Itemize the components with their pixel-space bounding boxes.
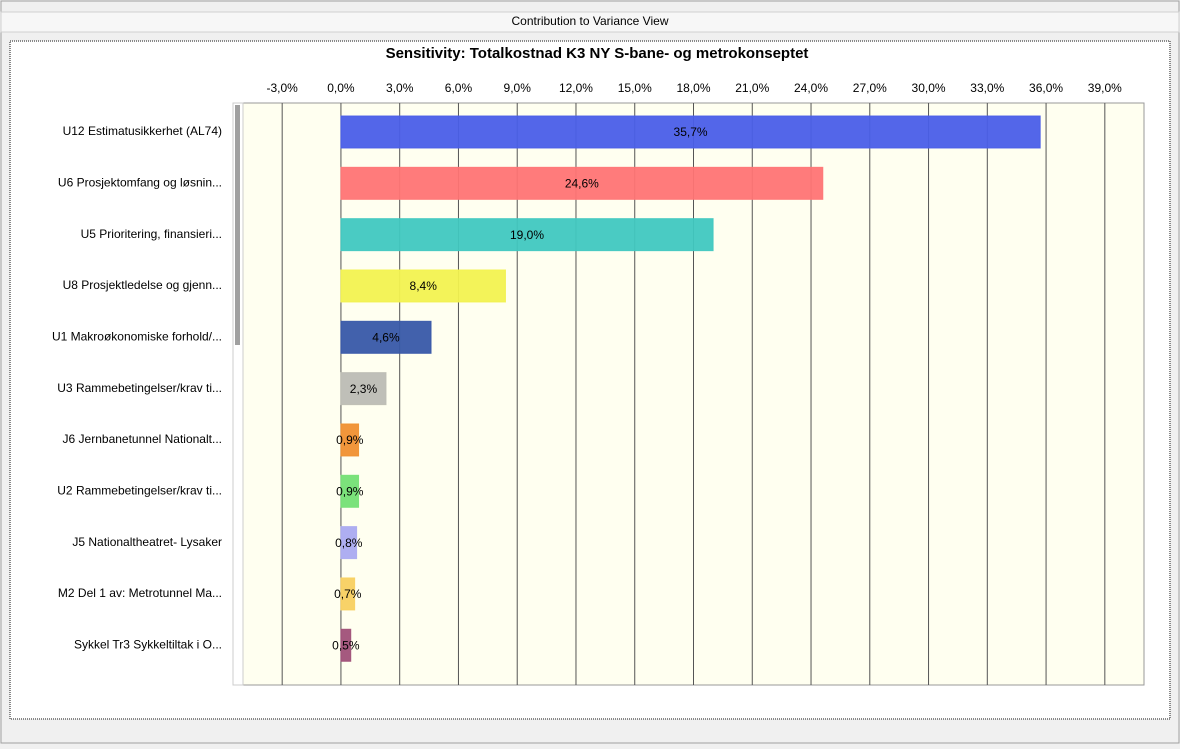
bar (340, 423, 360, 457)
y-tick-label: U3 Rammebetingelser/krav ti... (57, 381, 222, 395)
scrollbar-thumb[interactable] (235, 105, 240, 345)
x-tick-label: 33,0% (970, 81, 1004, 95)
x-tick-label: 30,0% (912, 81, 946, 95)
value-label: 4,6% (372, 330, 400, 344)
bar (340, 166, 824, 200)
x-tick-label: 0,0% (327, 81, 355, 95)
x-tick-label: 36,0% (1029, 81, 1063, 95)
value-label: 8,4% (410, 279, 438, 293)
value-label: 0,9% (336, 433, 364, 447)
x-tick-label: 27,0% (853, 81, 887, 95)
x-tick-label: 6,0% (445, 81, 473, 95)
x-tick-label: -3,0% (266, 81, 298, 95)
y-tick-label: Sykkel Tr3 Sykkeltiltak i O... (74, 637, 222, 651)
bar (340, 474, 360, 508)
bar (340, 372, 387, 406)
x-tick-label: 18,0% (676, 81, 710, 95)
x-tick-label: 9,0% (504, 81, 532, 95)
value-label: 0,8% (335, 536, 363, 550)
y-tick-label: U1 Makroøkonomiske forhold/... (52, 329, 222, 343)
y-tick-label: J5 Nationaltheatret- Lysaker (72, 535, 222, 549)
value-label: 35,7% (674, 125, 708, 139)
window-title: Contribution to Variance View (512, 14, 669, 28)
value-label: 2,3% (350, 382, 378, 396)
y-tick-label: U12 Estimatusikkerhet (AL74) (63, 124, 222, 138)
chart-title: Sensitivity: Totalkostnad K3 NY S-bane- … (386, 45, 809, 62)
window-header (0, 11, 1180, 33)
x-tick-label: 39,0% (1088, 81, 1122, 95)
value-label: 0,9% (336, 484, 364, 498)
y-tick-label: U2 Rammebetingelser/krav ti... (57, 483, 222, 497)
value-label: 24,6% (565, 176, 599, 190)
bar (340, 577, 356, 611)
y-tick-label: U5 Prioritering, finansieri... (81, 227, 222, 241)
chart: -3,0% 0,0% 3,0% 6,0% 9,0% 12,0% 15,0% 18,0% 21,0… (52, 81, 1122, 685)
scrollbar[interactable] (232, 102, 244, 686)
x-tick-label: 15,0% (618, 81, 652, 95)
y-tick-label: U8 Prosjektledelse og gjenn... (63, 278, 222, 292)
x-tick-label: 3,0% (386, 81, 414, 95)
bar (340, 218, 714, 252)
y-tick-label: M2 Del 1 av: Metrotunnel Ma... (58, 586, 222, 600)
value-label: 19,0% (510, 228, 544, 242)
bar (340, 269, 506, 303)
y-tick-label: J6 Jernbanetunnel Nationalt... (63, 432, 222, 446)
x-tick-label: 12,0% (559, 81, 593, 95)
bar (340, 320, 432, 354)
value-label: 0,7% (334, 587, 362, 601)
x-tick-label: 21,0% (735, 81, 769, 95)
x-tick-label: 24,0% (794, 81, 828, 95)
bar (340, 115, 1041, 149)
bar (340, 628, 352, 662)
y-tick-label: U6 Prosjektomfang og løsnin... (58, 175, 222, 189)
bar (340, 526, 358, 560)
value-label: 0,5% (332, 638, 360, 652)
